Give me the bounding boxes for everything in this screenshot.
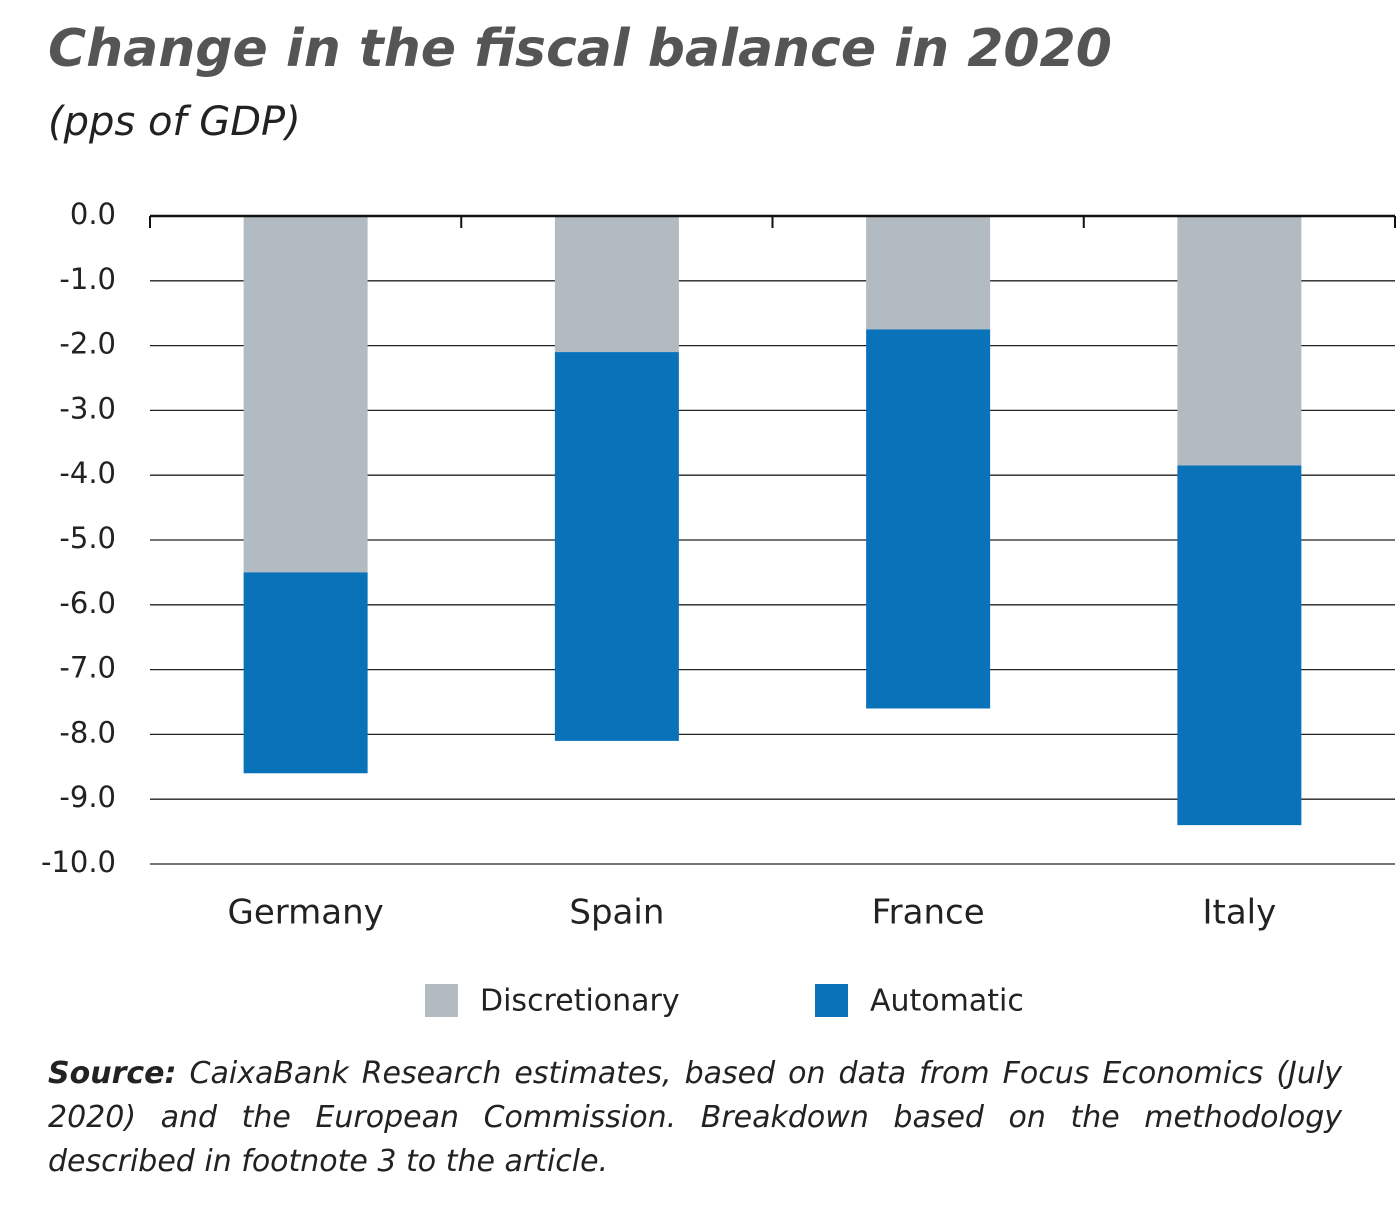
y-tick-label: 0.0 [70,197,116,231]
y-tick-label: -3.0 [59,391,116,425]
legend-swatch [425,984,458,1017]
chart-subtitle: (pps of GDP) [48,99,301,145]
bar-segment [554,352,679,741]
x-tick-label: Germany [227,893,383,933]
bar-segment [243,572,368,774]
source-label: Source: [48,1056,177,1091]
x-tick-label: Spain [569,893,664,933]
source-note: Source: CaixaBank Research estimates, ba… [48,1052,1342,1184]
bar-segment [243,216,368,573]
source-text: CaixaBank Research estimates, based on d… [48,1056,1342,1179]
y-tick-label: -5.0 [59,521,116,555]
bar-segment [1177,216,1302,466]
y-tick-label: -4.0 [59,456,116,490]
bar-segment [866,329,991,709]
y-tick-label: -2.0 [59,327,116,361]
y-tick-label: -7.0 [59,651,116,685]
y-tick-label: -10.0 [41,845,116,879]
y-tick-label: -8.0 [59,715,116,749]
bar-segment [554,216,679,353]
chart: Change in the fiscal balance in 2020 (pp… [41,19,1396,1019]
bar-segment [866,216,991,330]
x-tick-label: Italy [1202,893,1276,933]
legend-label: Discretionary [480,984,680,1019]
y-tick-label: -6.0 [59,586,116,620]
x-tick-label: France [872,893,985,933]
bar-segment [1177,465,1302,826]
legend-swatch [815,984,848,1017]
legend-label: Automatic [870,984,1024,1019]
y-tick-label: -9.0 [59,780,116,814]
y-tick-label: -1.0 [59,262,116,296]
chart-title: Change in the fiscal balance in 2020 [48,19,1112,79]
